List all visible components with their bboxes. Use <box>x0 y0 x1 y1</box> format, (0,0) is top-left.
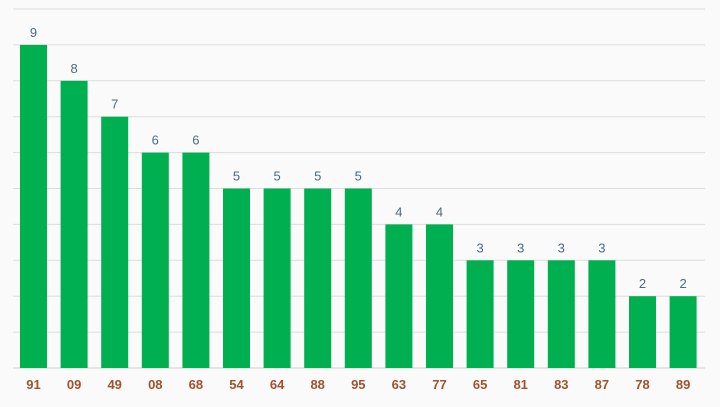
value-label-08: 6 <box>152 133 159 148</box>
x-tick-label-09: 09 <box>67 377 81 392</box>
bar-54 <box>223 188 250 368</box>
value-label-63: 4 <box>395 204 402 219</box>
x-tick-label-95: 95 <box>351 377 365 392</box>
bar-64 <box>263 188 291 368</box>
value-label-87: 3 <box>598 240 605 255</box>
x-tick-label-08: 08 <box>148 377 162 392</box>
bar-78 <box>629 296 656 368</box>
value-label-65: 3 <box>476 240 483 255</box>
bar-63 <box>385 224 413 368</box>
value-label-89: 2 <box>679 276 686 291</box>
value-label-91: 9 <box>30 25 37 40</box>
x-tick-label-68: 68 <box>189 377 203 392</box>
value-labels: 9 8 7 6 6 5 5 5 5 4 4 3 3 3 3 2 2 <box>30 25 687 291</box>
x-tick-label-64: 64 <box>270 377 285 392</box>
value-label-88: 5 <box>314 169 321 184</box>
bar-49 <box>101 116 129 368</box>
bar-09 <box>60 80 88 369</box>
x-tick-label-77: 77 <box>432 377 446 392</box>
x-tick-label-91: 91 <box>26 377 40 392</box>
bars <box>20 44 697 369</box>
value-label-64: 5 <box>273 169 280 184</box>
bar-83 <box>547 260 575 368</box>
x-tick-label-89: 89 <box>676 377 690 392</box>
x-tick-label-78: 78 <box>635 377 649 392</box>
bar-95 <box>344 188 372 368</box>
x-tick-label-88: 88 <box>310 377 324 392</box>
value-label-68: 6 <box>192 133 199 148</box>
value-label-95: 5 <box>355 169 362 184</box>
x-tick-label-83: 83 <box>554 377 568 392</box>
value-label-77: 4 <box>436 204 443 219</box>
value-label-49: 7 <box>111 97 118 112</box>
x-tick-label-54: 54 <box>229 377 244 392</box>
bar-88 <box>304 188 332 368</box>
value-label-09: 8 <box>70 61 77 76</box>
bar-77 <box>426 224 453 368</box>
bar-87 <box>588 260 616 368</box>
x-tick-label-87: 87 <box>595 377 609 392</box>
x-tick-label-65: 65 <box>473 377 487 392</box>
bar-91 <box>20 44 47 369</box>
value-label-54: 5 <box>233 169 240 184</box>
x-tick-label-63: 63 <box>392 377 406 392</box>
value-label-78: 2 <box>639 276 646 291</box>
value-label-81: 3 <box>517 240 524 255</box>
x-tick-label-81: 81 <box>513 377 527 392</box>
bar-81 <box>507 260 535 368</box>
bar-89 <box>669 296 697 368</box>
bar-68 <box>182 152 210 368</box>
x-tick-labels: 91 09 49 08 68 54 64 88 95 63 77 65 81 83 87 78 89 <box>26 377 690 392</box>
value-label-83: 3 <box>558 240 565 255</box>
bar-65 <box>466 260 494 368</box>
x-tick-label-49: 49 <box>107 377 121 392</box>
bar-08 <box>141 152 169 368</box>
